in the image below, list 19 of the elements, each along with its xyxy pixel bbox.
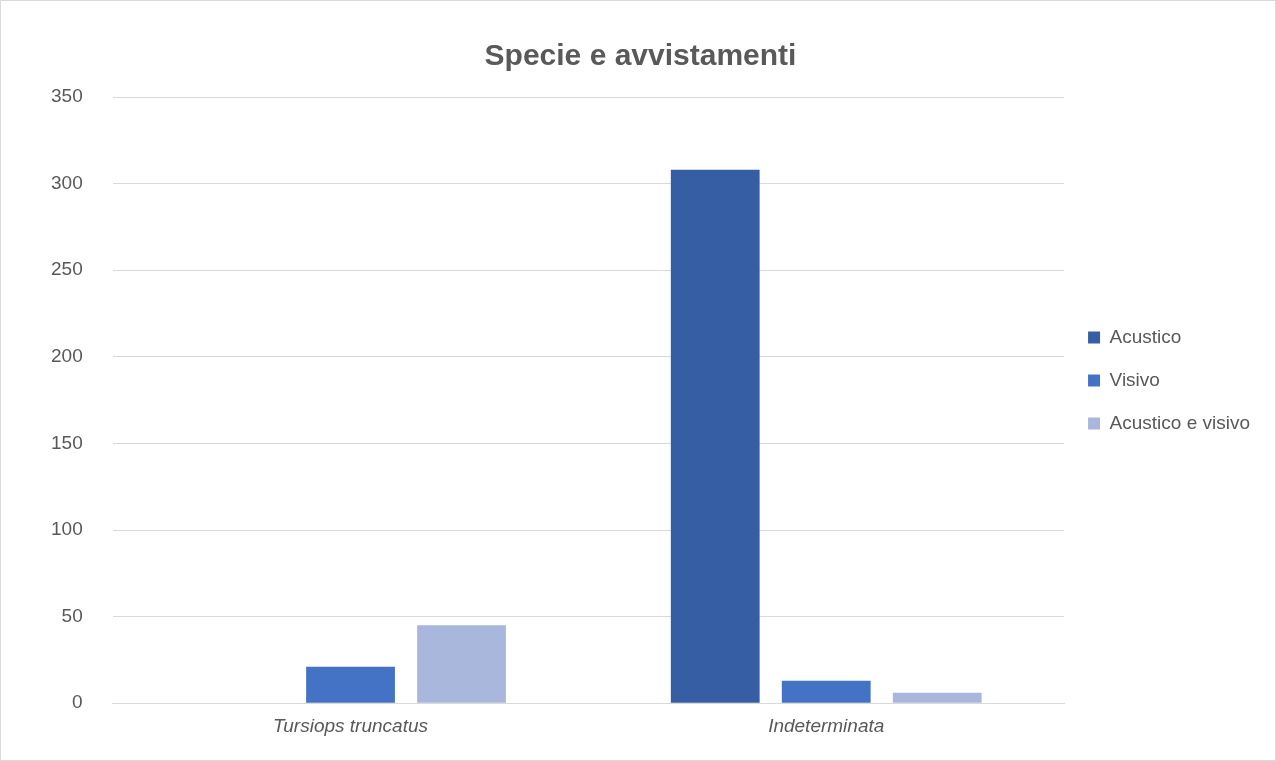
bar — [417, 625, 506, 703]
x-tick-label: Tursiops truncatus — [273, 714, 429, 736]
legend-label: Acustico e visivo — [1109, 411, 1251, 433]
x-tick-label: Indeterminata — [768, 714, 885, 736]
bar — [781, 680, 871, 703]
y-tick-label: 150 — [51, 431, 83, 453]
legend-label: Visivo — [1109, 368, 1160, 390]
bar — [670, 169, 760, 703]
chart-title: Specie e avvistamenti — [484, 38, 797, 72]
y-tick-label: 100 — [51, 518, 83, 540]
bar — [892, 692, 982, 703]
legend-label: Acustico — [1109, 325, 1182, 347]
y-tick-label: 350 — [51, 85, 83, 107]
y-tick-label: 50 — [61, 604, 83, 626]
y-tick-label: 300 — [51, 171, 83, 193]
y-tick-label: 200 — [51, 345, 83, 367]
y-tick-label: 0 — [72, 691, 83, 713]
bar — [306, 666, 395, 703]
y-tick-label: 250 — [51, 258, 83, 280]
